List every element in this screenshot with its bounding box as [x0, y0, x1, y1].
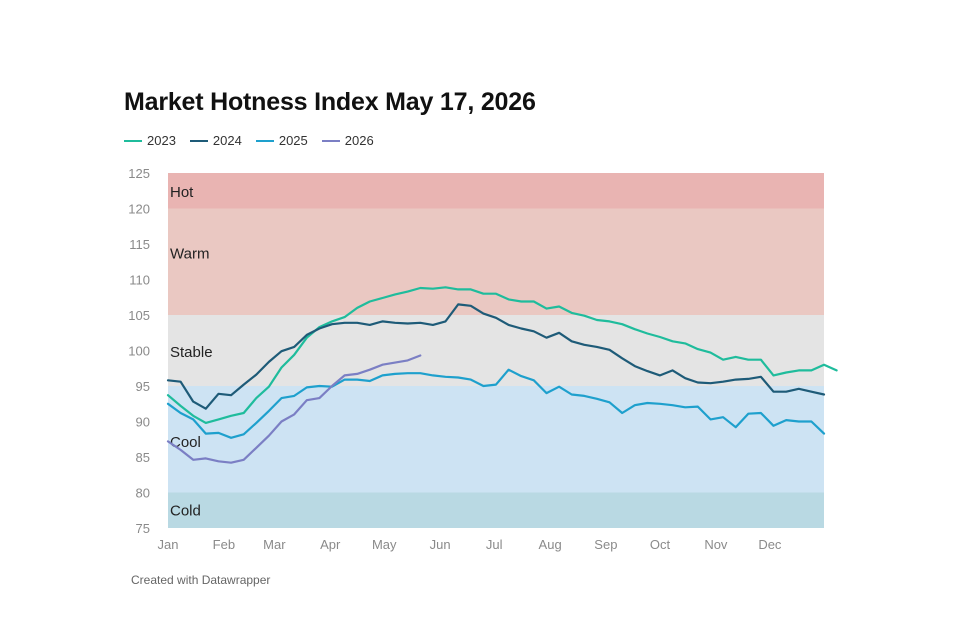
x-tick-label-mar: Mar — [263, 537, 286, 552]
series-line-2026 — [166, 354, 422, 464]
x-tick-label-oct: Oct — [650, 537, 671, 552]
zone-band-stable — [168, 315, 824, 386]
x-tick-label-aug: Aug — [539, 537, 562, 552]
zone-bands — [168, 173, 824, 528]
legend-label-2023: 2023 — [147, 133, 176, 148]
y-tick-label: 95 — [136, 379, 150, 394]
legend-swatch-2026 — [321, 139, 340, 142]
zone-label-stable: Stable — [170, 344, 213, 361]
legend-item-2026: 2026 — [321, 133, 374, 148]
y-tick-label: 105 — [128, 308, 150, 323]
series-lines — [166, 286, 838, 464]
y-tick-label: 120 — [128, 202, 150, 217]
zone-label-cool: Cool — [170, 434, 201, 451]
x-tick-label-jun: Jun — [430, 537, 451, 552]
legend-label-2026: 2026 — [344, 133, 374, 148]
legend: 2023 2024 2025 2026 — [124, 133, 374, 148]
legend-swatch-2023 — [124, 139, 142, 142]
x-tick-label-may: May — [372, 537, 397, 552]
legend-label-2024: 2024 — [212, 133, 242, 148]
y-tick-label: 125 — [128, 166, 150, 181]
x-tick-label-sep: Sep — [594, 537, 617, 552]
legend-label-2025: 2025 — [278, 133, 308, 148]
legend-item-2023: 2023 — [124, 133, 176, 148]
chart-title: Market Hotness Index May 17, 2026 — [124, 88, 536, 116]
series-line-2025 — [166, 368, 826, 439]
y-tick-label: 80 — [136, 486, 150, 501]
x-tick-label-jan: Jan — [158, 537, 179, 552]
x-tick-label-dec: Dec — [758, 537, 782, 552]
legend-swatch-2024 — [189, 139, 208, 142]
x-tick-label-feb: Feb — [213, 537, 235, 552]
zone-label-hot: Hot — [170, 184, 194, 201]
y-tick-label: 115 — [129, 237, 150, 252]
zone-band-hot — [168, 173, 824, 209]
legend-swatch-2025 — [255, 139, 274, 142]
legend-item-2024: 2024 — [189, 133, 242, 148]
zone-band-warm — [168, 208, 824, 315]
y-tick-label: 90 — [136, 415, 150, 430]
zone-label-cold: Cold — [170, 503, 201, 520]
footer-credit: Created with Datawrapper — [131, 573, 271, 587]
zone-band-cold — [168, 492, 824, 528]
y-axis: 125 120 115 110 105 100 95 90 85 80 75 — [128, 166, 150, 536]
x-tick-label-nov: Nov — [704, 537, 728, 552]
x-axis: Jan Feb Mar Apr May Jun Jul Aug Sep Oct Nov Dec — [158, 537, 782, 552]
x-tick-label-jul: Jul — [486, 537, 503, 552]
y-tick-label: 110 — [129, 273, 150, 288]
y-tick-label: 75 — [136, 521, 150, 536]
x-tick-label-apr: Apr — [320, 537, 341, 552]
legend-item-2025: 2025 — [255, 133, 308, 148]
series-line-2023 — [166, 286, 838, 424]
y-tick-label: 100 — [128, 344, 150, 359]
series-line-2024 — [166, 303, 826, 410]
y-tick-label: 85 — [136, 450, 150, 465]
zone-label-warm: Warm — [170, 246, 209, 263]
